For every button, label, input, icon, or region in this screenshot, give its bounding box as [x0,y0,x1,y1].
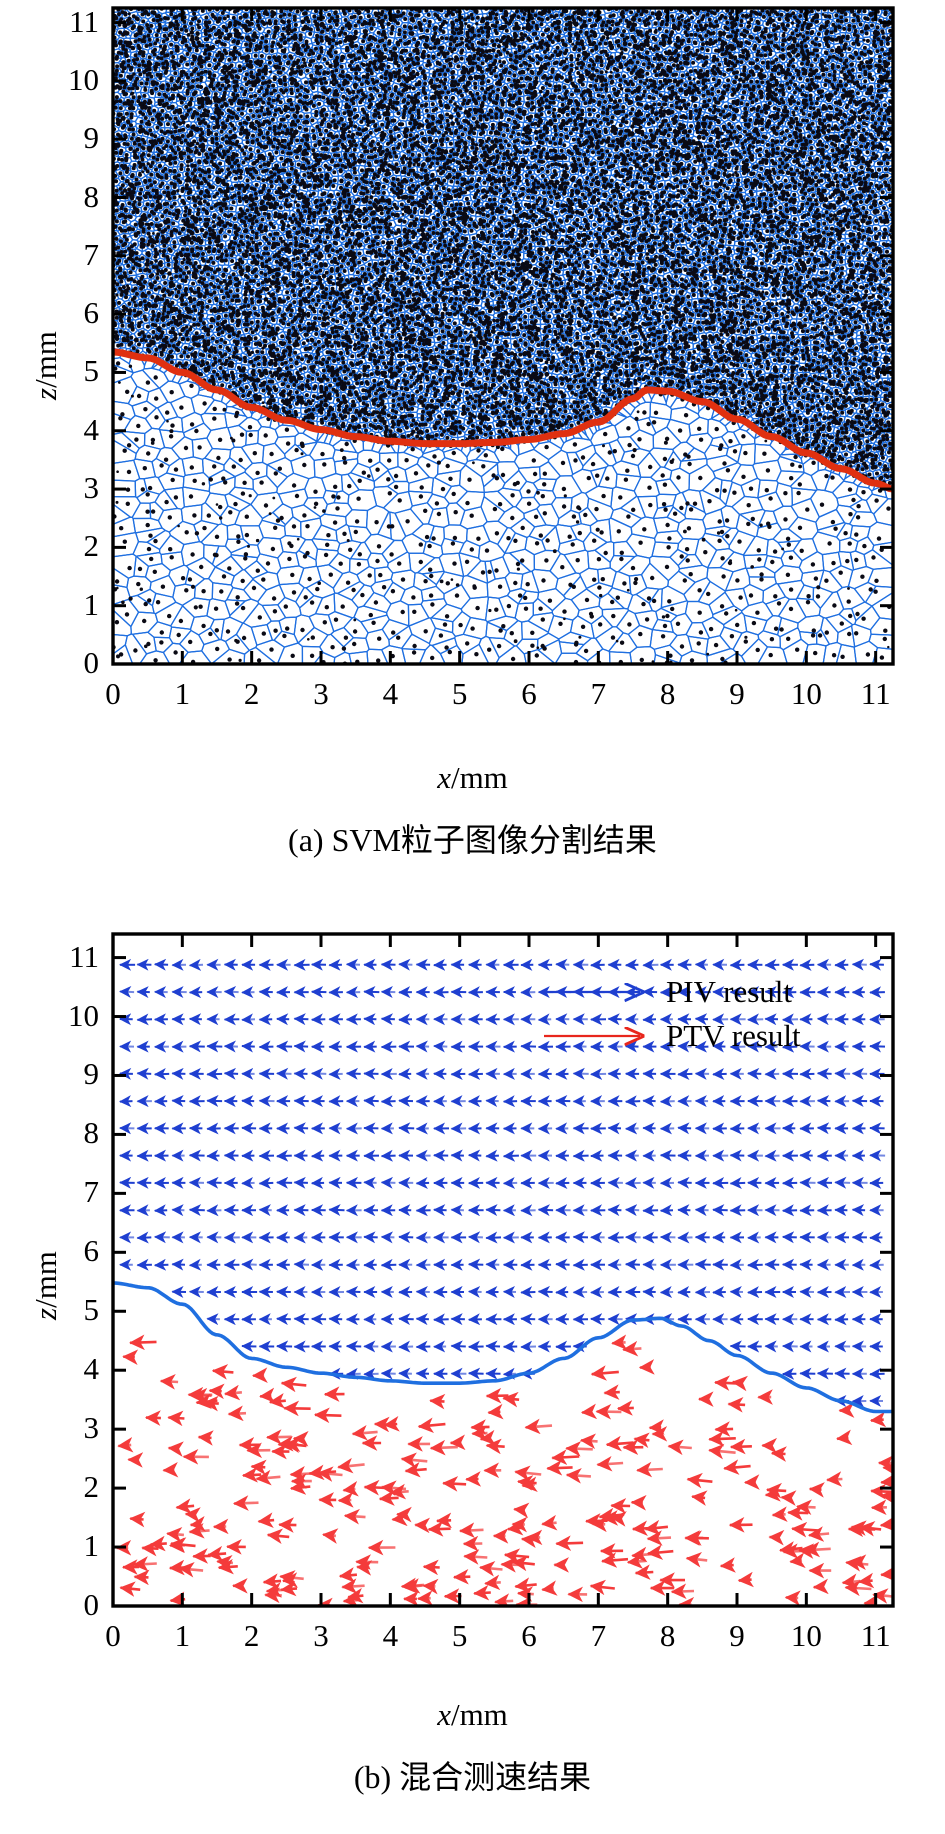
x-tick-label: 7 [568,1620,628,1651]
y-tick-label: 2 [35,530,100,561]
legend-label-piv: PIV result [666,974,792,1010]
y-axis-var-a: z [28,388,63,400]
y-tick-label: 0 [35,647,100,678]
legend-item-ptv[interactable]: PTV result [540,1014,801,1058]
y-tick-label: 7 [35,1176,100,1207]
y-tick-label: 9 [35,1058,100,1089]
y-tick-label: 5 [35,355,100,386]
x-tick-label: 3 [291,1620,351,1651]
x-tick-label: 7 [568,678,628,709]
plot-area-b [113,934,893,1606]
y-tick-label: 11 [35,941,99,972]
y-tick-label: 7 [35,239,100,270]
plot-area-a [113,8,893,664]
y-tick-label: 6 [35,297,100,328]
y-tick-label: 2 [35,1471,100,1502]
x-tick-label: 9 [707,678,767,709]
x-tick-label: 10 [776,678,836,709]
legend-item-piv[interactable]: PIV result [540,970,801,1014]
y-tick-label: 6 [35,1235,100,1266]
x-tick-label: 10 [776,1620,836,1651]
panel-a: 0 1 2 3 4 5 6 7 8 9 10 11 0 1 2 3 4 5 6 7 8 9 10 11 z/mm x/mm … [0,0,945,900]
x-tick-label: 6 [499,678,559,709]
y-tick-label: 9 [35,122,100,153]
x-tick-label: 4 [360,678,420,709]
x-tick-label: 11 [846,1620,906,1651]
legend-label-ptv: PTV result [666,1018,801,1054]
x-axis-title-a: x/mm [0,760,945,796]
y-tick-label: 8 [35,181,100,212]
y-axis-unit-a: /mm [28,331,63,388]
x-tick-label: 3 [291,678,351,709]
y-tick-label: 0 [35,1589,100,1620]
x-tick-label: 5 [430,678,490,709]
x-axis-title-b: x/mm [0,1697,945,1733]
y-tick-label: 11 [35,6,99,37]
x-tick-label: 4 [360,1620,420,1651]
x-tick-label: 8 [638,678,698,709]
y-axis-var-b: z [28,1308,63,1320]
panel-a-caption: (a) SVM粒子图像分割结果 [0,815,945,861]
y-tick-label: 4 [35,414,100,445]
x-tick-label: 2 [222,1620,282,1651]
y-tick-label: 1 [35,1530,100,1561]
x-tick-label: 9 [707,1620,767,1651]
x-axis-var-b: x [437,1697,451,1732]
panel-b: 0 1 2 3 4 5 6 7 8 9 10 11 0 1 2 3 4 5 6 7 8 9 10 11 z/mm PIV r… [0,900,945,1834]
vector-field-canvas [113,958,893,1606]
x-axis-var-a: x [437,760,451,795]
y-tick-label: 10 [35,64,99,95]
voronoi-canvas [113,8,893,664]
axes-b [111,932,895,1608]
x-tick-label: 5 [430,1620,490,1651]
legend-b: PIV result PTV result [540,970,801,1058]
y-axis-unit-b: /mm [28,1251,63,1308]
x-tick-label: 0 [83,678,143,709]
panel-b-caption: (b) 混合测速结果 [0,1752,945,1798]
y-tick-label: 3 [35,1412,100,1443]
y-tick-label: 4 [35,1353,100,1384]
x-tick-label: 6 [499,1620,559,1651]
x-tick-label: 11 [846,678,906,709]
y-axis-title-b: z/mm [28,1251,97,1356]
y-tick-label: 5 [35,1294,100,1325]
y-tick-label: 1 [35,589,100,620]
axes-a [111,6,895,666]
x-tick-label: 0 [83,1620,143,1651]
y-axis-title-a: z/mm [28,331,97,436]
y-tick-label: 10 [35,1000,99,1031]
x-axis-unit-b: /mm [451,1697,508,1732]
y-tick-label: 3 [35,472,100,503]
x-tick-label: 8 [638,1620,698,1651]
x-tick-label: 1 [152,1620,212,1651]
arrow-right-icon [544,1023,652,1049]
arrow-right-icon [544,979,652,1005]
x-axis-unit-a: /mm [451,760,508,795]
x-tick-label: 1 [152,678,212,709]
y-tick-label: 8 [35,1117,100,1148]
x-tick-label: 2 [222,678,282,709]
